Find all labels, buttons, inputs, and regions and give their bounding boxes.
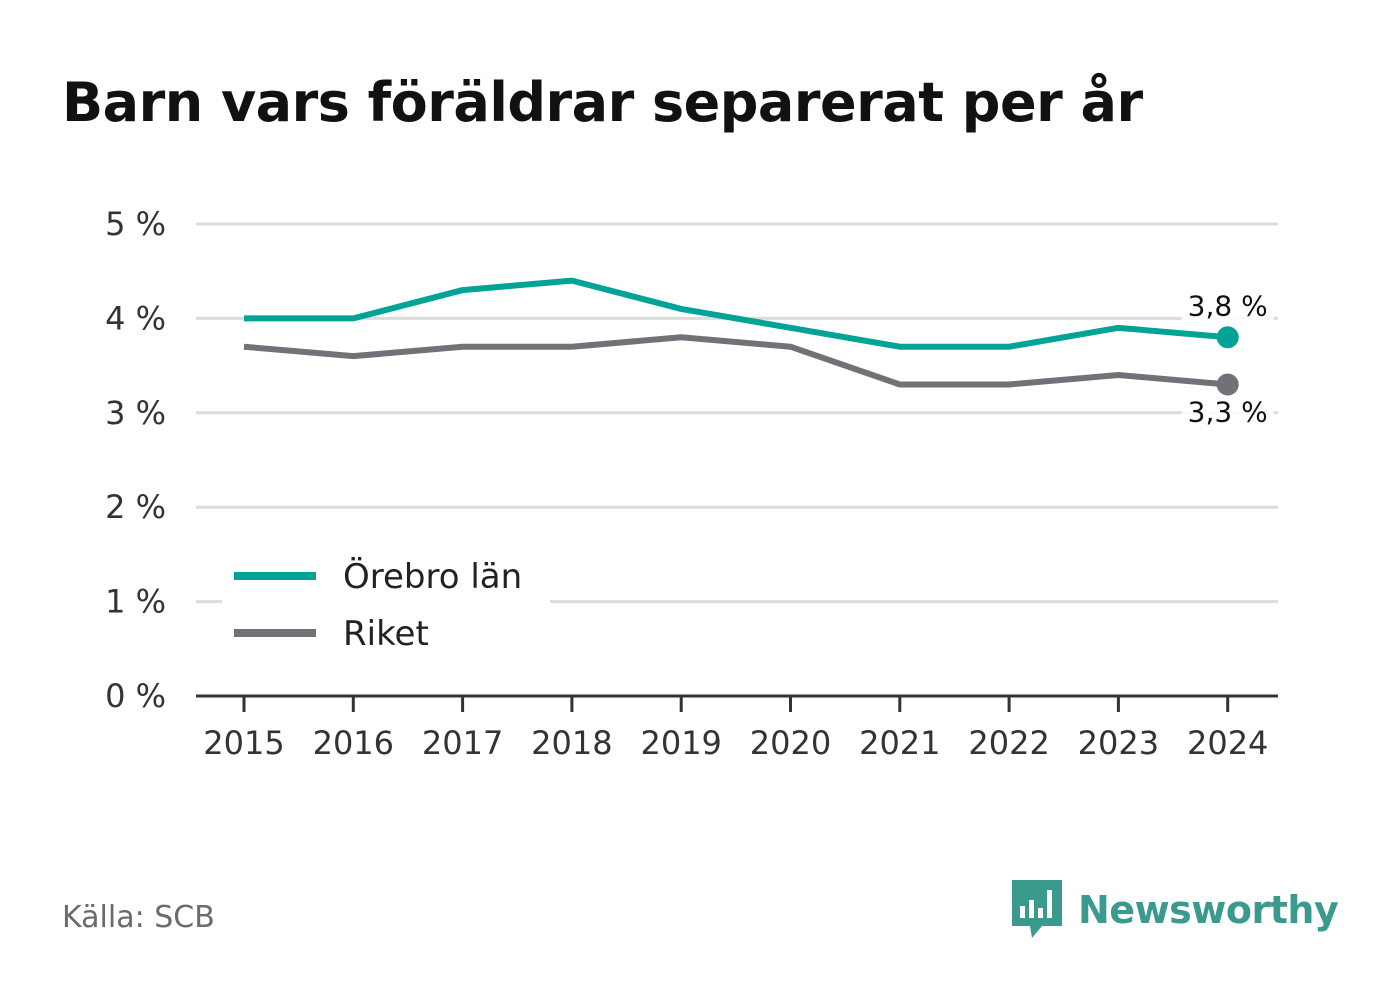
end-point-marker (1216, 373, 1239, 396)
y-tick-label: 1 % (105, 583, 166, 621)
x-tick-label: 2020 (750, 724, 831, 762)
legend-label: Örebro län (343, 556, 522, 597)
x-tick-label: 2018 (531, 724, 612, 762)
end-value-label: 3,3 % (1188, 395, 1268, 428)
end-label-background (1181, 397, 1274, 430)
chart-title: Barn vars föräldrar separerat per år (62, 71, 1143, 134)
x-tick-label: 2023 (1078, 724, 1159, 762)
legend-background (222, 548, 550, 658)
x-axis (196, 694, 1278, 712)
end-value-labels: 3,8 % 3,3 % (1181, 289, 1274, 430)
x-tick-label: 2015 (203, 724, 284, 762)
y-tick-label: 2 % (105, 488, 166, 526)
y-tick-label: 0 % (105, 677, 166, 715)
x-tick-label: 2019 (640, 724, 721, 762)
y-tick-label: 5 % (105, 205, 166, 243)
chart-bubble-icon (1012, 880, 1062, 938)
x-tick-label: 2021 (859, 724, 940, 762)
x-tick-label: 2024 (1187, 724, 1268, 762)
x-tick-labels: 2015 2016 2017 2018 2019 2020 2021 2022 2023 2024 (203, 724, 1268, 762)
y-tick-labels: 0 % 1 % 2 % 3 % 4 % 5 % (105, 205, 166, 715)
end-label-background (1181, 291, 1274, 324)
legend: Örebro län Riket (222, 548, 550, 658)
series-lines (243, 277, 1239, 396)
brand-name: Newsworthy (1078, 888, 1339, 932)
end-value-label: 3,8 % (1188, 289, 1268, 322)
newsworthy-logo: Newsworthy (1012, 880, 1339, 940)
series-line (244, 277, 1228, 350)
end-point-marker (1216, 326, 1239, 349)
x-tick-label: 2016 (313, 724, 394, 762)
x-tick-label: 2017 (422, 724, 503, 762)
grid-lines (196, 222, 1278, 604)
legend-label: Riket (343, 614, 429, 654)
y-tick-label: 4 % (105, 299, 166, 337)
series-line (243, 334, 1228, 388)
source-note: Källa: SCB (62, 900, 215, 935)
y-tick-label: 3 % (105, 394, 166, 432)
x-tick-label: 2022 (968, 724, 1049, 762)
